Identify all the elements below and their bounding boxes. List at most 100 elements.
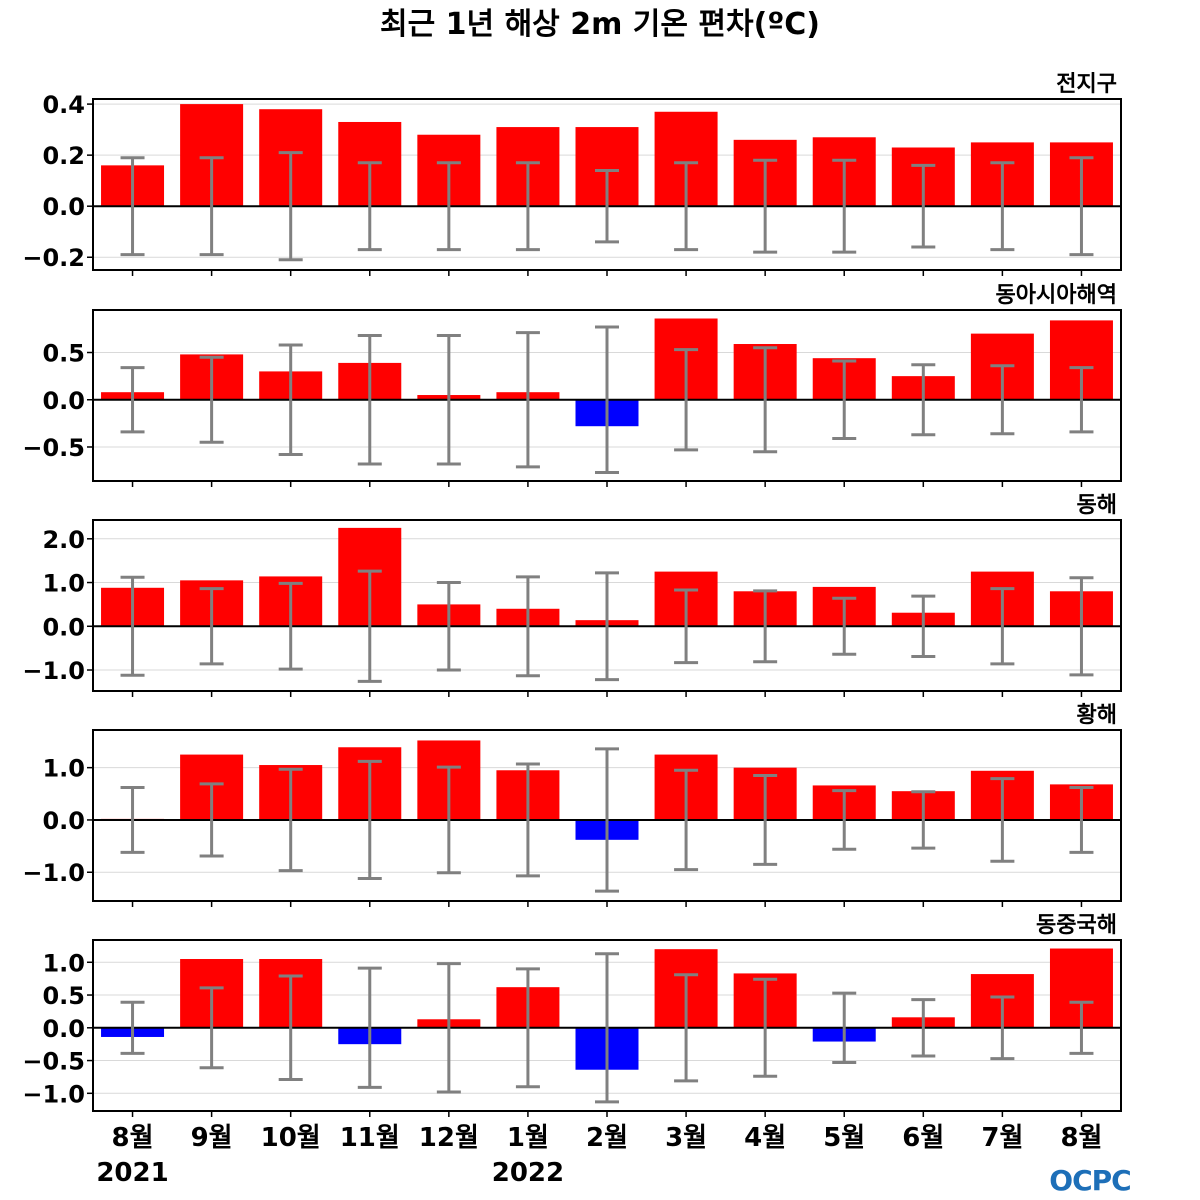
error-bar (595, 571, 619, 682)
y-tick-label: 0.2 (42, 142, 85, 170)
error-bar (911, 163, 936, 249)
error-bar (832, 789, 857, 851)
y-tick-label: 0.4 (42, 91, 85, 119)
error-bar (1069, 156, 1094, 257)
error-bar (674, 588, 699, 665)
error-bar (436, 334, 461, 466)
y-tick-label: 1.0 (42, 755, 85, 783)
error-bar (278, 151, 303, 262)
error-bar (357, 759, 382, 881)
error-bar (199, 156, 224, 257)
error-bar (753, 977, 778, 1078)
y-tick-label: −0.5 (22, 434, 85, 462)
x-tick-label: 6월 (902, 1123, 944, 1153)
error-bar (832, 158, 857, 254)
error-bar (357, 161, 382, 252)
y-tick-label: 2.0 (42, 526, 85, 554)
y-tick-label: 0.0 (42, 387, 85, 415)
error-bar (595, 168, 619, 244)
x-tick-label: 10월 (261, 1123, 321, 1153)
panel-frame (92, 309, 1122, 482)
error-bar (357, 569, 382, 683)
error-bar (357, 334, 382, 466)
chart-panels: 전지구 −0.2 0.0 0.2 0.4 동아시아해역 −0.5 0.0 0.5 동해 −1.0 0.… (22, 72, 1122, 1117)
error-bar (832, 596, 857, 656)
x-tick-label: 7월 (981, 1123, 1023, 1153)
x-tick-label: 8월 (112, 1123, 154, 1153)
error-bar (911, 363, 936, 437)
error-bar (515, 161, 540, 252)
x-tick-label: 2월 (586, 1123, 628, 1153)
panel-title: 동아시아해역 (996, 283, 1117, 308)
error-bar (911, 790, 936, 850)
error-bar (911, 594, 936, 658)
ocpc-logo: OCPC (1049, 1164, 1130, 1197)
x-tick-label: 8월 (1060, 1123, 1102, 1153)
y-tick-label: −1.0 (22, 1080, 85, 1108)
error-bar (199, 986, 224, 1070)
panel-3: 동해 −1.0 0.0 1.0 2.0 (22, 493, 1122, 697)
x-tick-label: 1월 (507, 1123, 549, 1153)
error-bar (832, 359, 857, 440)
y-tick-label: 1.0 (42, 570, 85, 598)
y-tick-label: 0.0 (42, 193, 85, 221)
error-bar (199, 355, 224, 444)
error-bar (515, 967, 540, 1089)
y-tick-label: 0.0 (42, 613, 85, 641)
error-bar (436, 581, 461, 672)
year-label: 2021 (96, 1158, 168, 1188)
panel-title: 전지구 (1056, 72, 1117, 97)
y-tick-label: 0.0 (42, 807, 85, 835)
error-bar (278, 767, 303, 873)
panel-4: 황해 −1.0 0.0 1.0 (22, 703, 1122, 907)
error-bar (753, 773, 778, 866)
x-tick-label: 5월 (823, 1123, 865, 1153)
error-bar (674, 768, 699, 872)
panel-frame (92, 98, 1122, 271)
error-bar (674, 973, 699, 1083)
y-tick-label: 1.0 (42, 949, 85, 977)
panel-frame (92, 939, 1122, 1112)
error-bar (436, 161, 461, 252)
error-bar (515, 575, 540, 678)
error-bar (595, 952, 619, 1104)
x-tick-label: 3월 (665, 1123, 707, 1153)
error-bar (199, 587, 224, 666)
error-bar (753, 346, 778, 454)
panel-1: 전지구 −0.2 0.0 0.2 0.4 (22, 72, 1122, 276)
panel-title: 동중국해 (1036, 913, 1117, 938)
error-bar (436, 962, 461, 1094)
error-bar (990, 995, 1015, 1061)
error-bar (278, 974, 303, 1082)
error-bar (595, 325, 619, 474)
error-bar (436, 765, 461, 875)
x-tick-label: 4월 (744, 1123, 786, 1153)
x-tick-label: 11월 (340, 1123, 400, 1153)
error-bar (278, 343, 303, 457)
error-bar (990, 161, 1015, 252)
panel-frame (92, 519, 1122, 692)
error-bar (753, 589, 778, 664)
error-bar (120, 366, 145, 434)
x-tick-label: 9월 (191, 1123, 233, 1153)
y-tick-label: 0.5 (42, 982, 85, 1010)
panel-title: 동해 (1077, 493, 1117, 518)
error-bar (595, 747, 619, 893)
error-bar (1069, 1000, 1094, 1055)
x-tick-label: 12월 (419, 1123, 479, 1153)
error-bar (832, 991, 857, 1065)
panel-5: 동중국해 −1.0 −0.5 0.0 0.5 1.0 (22, 913, 1122, 1117)
panel-title: 황해 (1077, 703, 1117, 728)
error-bar (674, 348, 699, 452)
error-bar (120, 156, 145, 257)
error-bar (120, 575, 145, 677)
error-bar (120, 1000, 145, 1055)
error-bar (911, 998, 936, 1058)
x-axis-labels: 8월 9월 10월 11월 12월 1월 2월 3월 4월 5월 6월 7월 8월 2021 2022 (96, 1123, 1102, 1188)
error-bar (990, 777, 1015, 863)
error-bar (1069, 786, 1094, 854)
error-bar (990, 587, 1015, 666)
y-tick-label: 0.5 (42, 340, 85, 368)
error-bar (278, 581, 303, 671)
